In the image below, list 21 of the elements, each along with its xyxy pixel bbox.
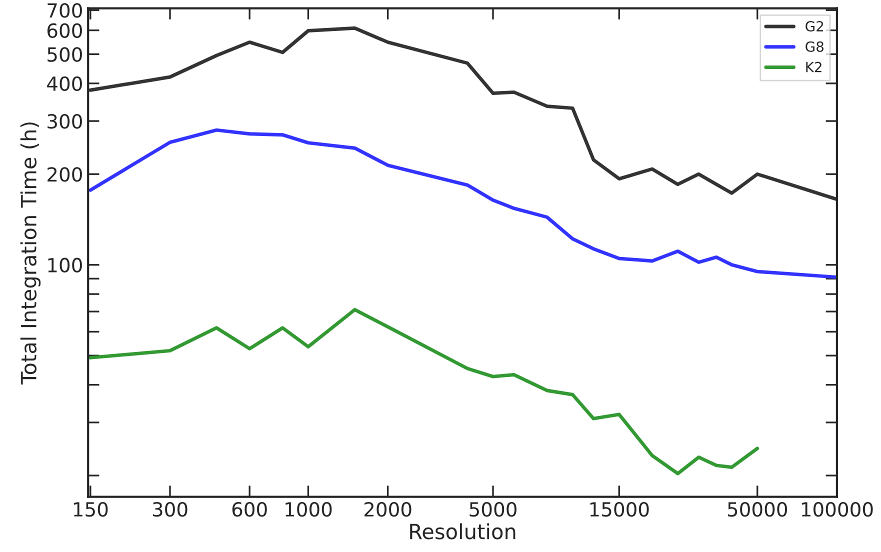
x-tick-label: 100000 [802, 502, 873, 517]
y-tick-label: 200 [48, 167, 82, 182]
y-tick-label: 300 [48, 114, 82, 129]
x-tick-label: 600 [232, 502, 267, 517]
x-axis-title: Resolution [410, 523, 516, 540]
x-tick-label: 150 [74, 502, 108, 517]
x-tick-label: 300 [152, 502, 188, 517]
legend-label: G8 [806, 41, 824, 52]
legend-label: G2 [806, 21, 824, 32]
x-tick-label: 1000 [286, 502, 332, 517]
x-tick-label: 2000 [364, 502, 412, 517]
y-tick-label: 400 [47, 76, 82, 92]
y-tick-label: 100 [48, 258, 82, 273]
y-tick-label: 600 [47, 23, 82, 38]
legend-label: K2 [806, 62, 822, 72]
y-tick-label: 700 [48, 3, 82, 18]
y-axis-title: Total Integration Time (h) [20, 122, 41, 384]
y-tick-label: 500 [48, 47, 82, 62]
x-tick-label: 15000 [590, 502, 649, 517]
x-tick-label: 50000 [728, 502, 788, 517]
x-tick-label: 5000 [470, 502, 516, 517]
